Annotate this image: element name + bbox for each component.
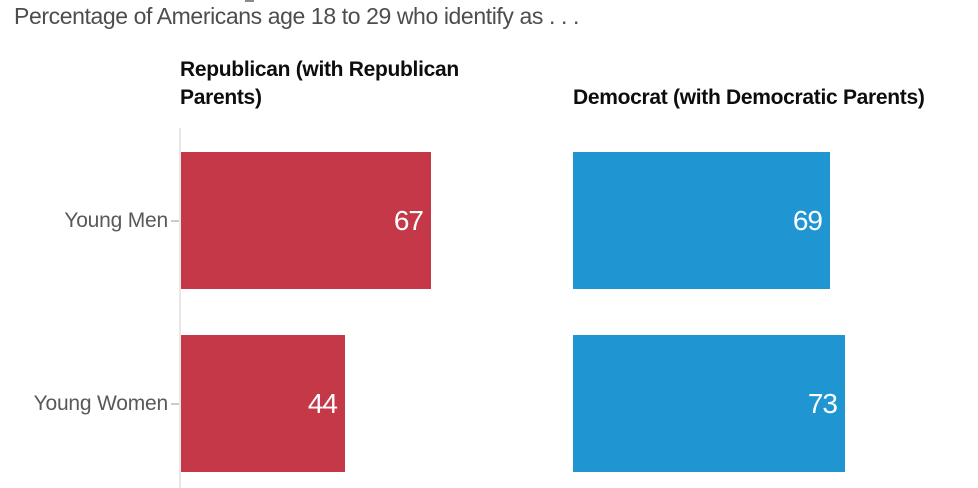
category-label-young-men: Young Men [64,209,168,232]
cropped-title-artifact [245,0,254,2]
y-axis-line [179,128,181,488]
axis-tick-young-women [171,403,179,405]
bar-value-label: 44 [307,387,338,419]
category-label-young-women: Young Women [33,392,169,415]
bar-democrat-young-men: 69 [573,152,830,289]
chart-subtitle: Percentage of Americans age 18 to 29 who… [14,3,579,29]
bar-republican-young-men: 67 [181,152,431,289]
bar-republican-young-women: 44 [181,335,345,472]
axis-tick-young-men [171,220,179,222]
bar-value-label: 67 [393,204,424,236]
bar-value-label: 73 [807,387,838,419]
column-header-democrat: Democrat (with Democratic Parents) [573,86,925,109]
bar-value-label: 69 [792,204,823,236]
bar-democrat-young-women: 73 [573,335,845,472]
column-header-republican: Republican (with Republican Parents) [180,58,459,109]
